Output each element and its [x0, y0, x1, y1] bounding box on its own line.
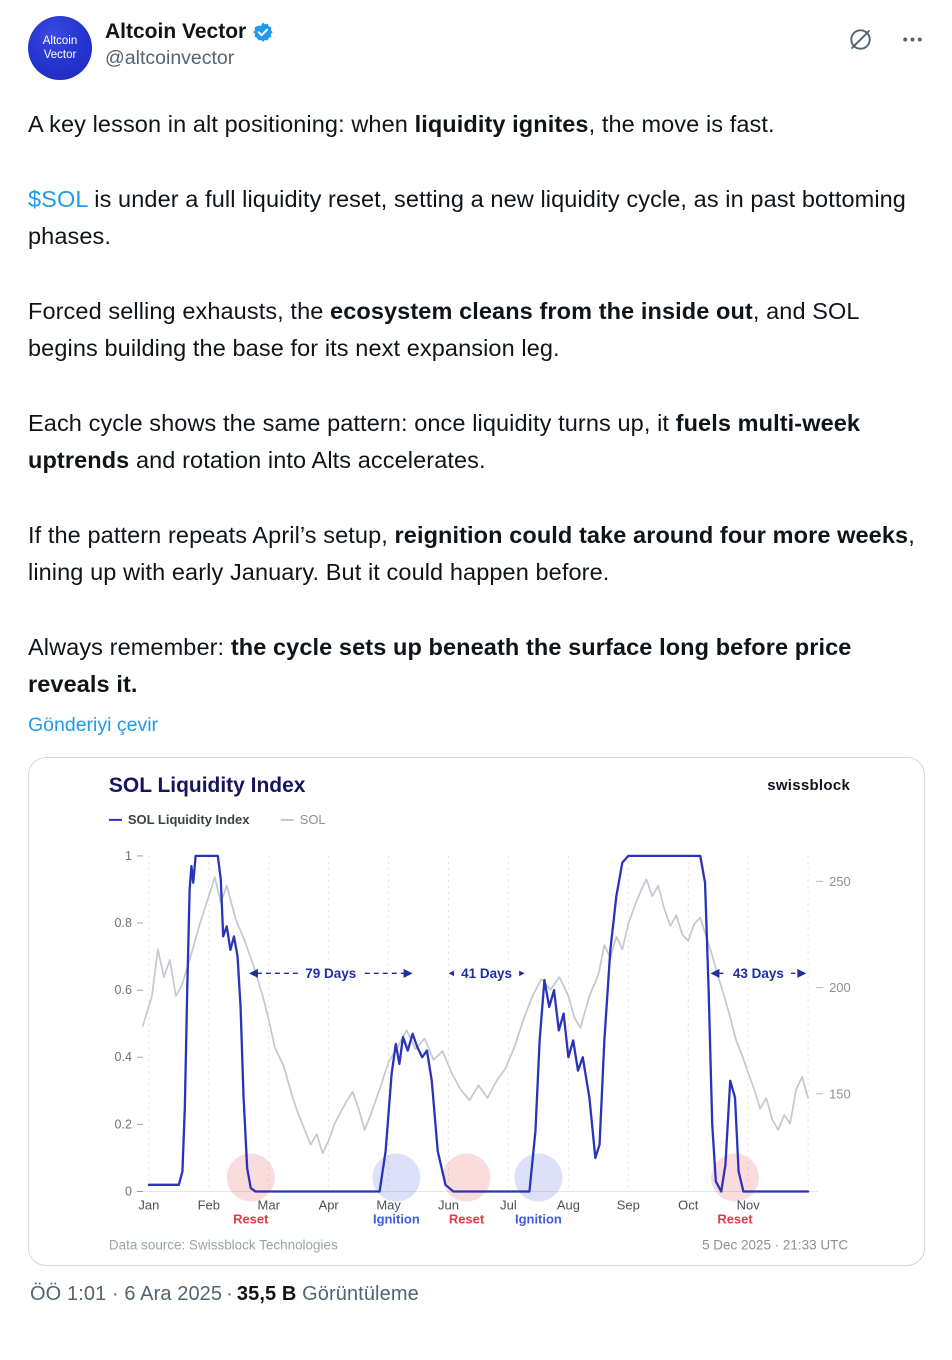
tweet-paragraph: Always remember: the cycle sets up benea…: [28, 629, 925, 704]
svg-text:250: 250: [829, 873, 851, 888]
plain-text: , and SOL begins building the base for i…: [28, 297, 859, 362]
svg-text:Reset: Reset: [449, 1211, 485, 1226]
plain-text: Each cycle shows the same pattern: once …: [28, 409, 676, 436]
svg-text:43 Days: 43 Days: [733, 965, 784, 980]
translate-post-link[interactable]: Gönderiyi çevir: [28, 713, 159, 736]
plain-text: and rotation into Alts accelerates.: [129, 447, 486, 473]
svg-text:Mar: Mar: [258, 1197, 281, 1212]
svg-text:Data source: Swissblock Techno: Data source: Swissblock Technologies: [109, 1237, 338, 1252]
plain-text: , lining up with early January. But it c…: [28, 521, 915, 586]
svg-text:Apr: Apr: [319, 1197, 340, 1212]
cashtag-link[interactable]: $SOL: [28, 185, 88, 212]
grok-icon[interactable]: [847, 26, 874, 53]
svg-text:swissblock: swissblock: [767, 776, 850, 793]
separator-dot: ·: [226, 1282, 233, 1305]
tweet-paragraph: $SOL is under a full liquidity reset, se…: [28, 181, 925, 256]
views-count: 35,5 B: [236, 1282, 297, 1305]
tweet-paragraph: Each cycle shows the same pattern: once …: [28, 405, 925, 480]
svg-text:0.4: 0.4: [115, 1050, 132, 1064]
svg-text:Oct: Oct: [678, 1197, 699, 1212]
plain-text: Forced selling exhausts, the: [28, 297, 331, 324]
avatar-text-line1: Altcoin: [42, 34, 78, 47]
user-handle[interactable]: @altcoinvector: [105, 47, 235, 69]
plain-text: Always remember:: [28, 633, 231, 660]
svg-text:Jun: Jun: [438, 1197, 459, 1212]
svg-text:0: 0: [125, 1184, 132, 1198]
svg-text:200: 200: [829, 980, 851, 995]
bold-text: liquidity ignites: [414, 111, 589, 137]
tweet-header: Altcoin Vector Altcoin Vector @altcoinve…: [28, 16, 925, 80]
timestamp: ÖÖ 1:01 · 6 Ara 2025: [30, 1282, 223, 1305]
bold-text: reignition could take around four more w…: [394, 521, 909, 548]
svg-text:Sep: Sep: [617, 1197, 640, 1212]
svg-text:Nov: Nov: [737, 1197, 761, 1212]
header-actions: [847, 26, 925, 53]
svg-text:0.6: 0.6: [115, 983, 132, 997]
svg-text:SOL Liquidity Index: SOL Liquidity Index: [128, 811, 250, 826]
sol-liquidity-index-chart: SOL Liquidity Index swissblock SOL Liquidi…: [108, 773, 851, 1252]
svg-text:Jan: Jan: [138, 1197, 159, 1212]
plain-text: If the pattern repeats April’s setup,: [28, 521, 395, 548]
tweet-paragraph: Forced selling exhausts, the ecosystem c…: [28, 293, 925, 368]
svg-text:Feb: Feb: [198, 1197, 220, 1212]
svg-text:Ignition: Ignition: [373, 1211, 420, 1226]
views-label: Görüntüleme: [302, 1282, 419, 1305]
plain-text: is under a full liquidity reset, setting…: [28, 185, 906, 250]
bold-text: ecosystem cleans from the inside out: [330, 297, 753, 324]
bold-text: the cycle sets up beneath the surface lo…: [28, 633, 852, 698]
svg-text:0.2: 0.2: [115, 1117, 132, 1131]
svg-text:Ignition: Ignition: [515, 1211, 562, 1226]
tweet-text: A key lesson in alt positioning: when li…: [28, 106, 925, 704]
svg-text:5 Dec 2025 · 21:33 UTC: 5 Dec 2025 · 21:33 UTC: [702, 1237, 848, 1252]
svg-text:SOL: SOL: [300, 811, 326, 826]
avatar-text-line2: Vector: [43, 49, 77, 61]
tweet-paragraph: If the pattern repeats April’s setup, re…: [28, 517, 925, 592]
svg-text:Aug: Aug: [557, 1197, 580, 1212]
bold-text: fuels multi-week uptrends: [28, 409, 861, 474]
avatar[interactable]: Altcoin Vector: [28, 16, 92, 80]
svg-text:Jul: Jul: [500, 1197, 517, 1212]
identity-block: Altcoin Vector @altcoinvector: [105, 16, 274, 70]
svg-text:1: 1: [125, 848, 132, 862]
plain-text: , the move is fast.: [588, 111, 775, 137]
tweet-footer: ÖÖ 1:01 · 6 Ara 2025 · 35,5 B Görüntüleme: [28, 1266, 925, 1326]
more-options-button[interactable]: [900, 27, 925, 52]
svg-text:150: 150: [829, 1086, 851, 1101]
verified-badge-icon: [252, 21, 274, 43]
svg-text:Reset: Reset: [233, 1211, 269, 1226]
display-name[interactable]: Altcoin Vector: [105, 20, 247, 43]
svg-text:Reset: Reset: [717, 1211, 753, 1226]
svg-text:41 Days: 41 Days: [461, 965, 512, 980]
svg-text:79 Days: 79 Days: [305, 965, 356, 980]
chart-media-card[interactable]: SOL Liquidity Index swissblock SOL Liquidi…: [28, 756, 925, 1266]
svg-text:SOL Liquidity Index: SOL Liquidity Index: [109, 773, 306, 796]
svg-text:May: May: [376, 1197, 401, 1212]
plain-text: A key lesson in alt positioning: when: [28, 111, 415, 137]
svg-text:0.8: 0.8: [115, 916, 132, 930]
tweet-paragraph: A key lesson in alt positioning: when li…: [28, 106, 925, 144]
